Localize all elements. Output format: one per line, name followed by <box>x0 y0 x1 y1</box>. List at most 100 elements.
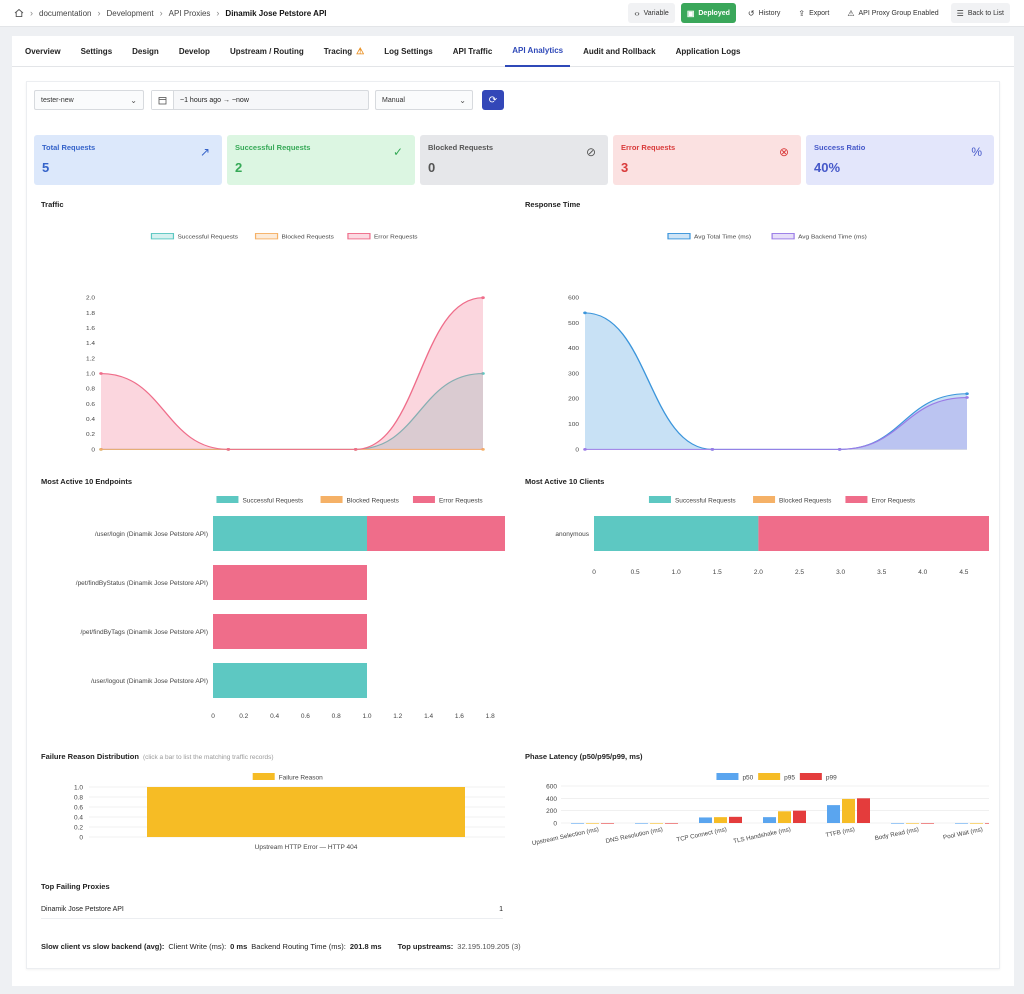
failing-proxy-name: Dinamik Jose Petstore API <box>41 906 124 913</box>
tab-application-logs[interactable]: Application Logs <box>675 47 741 56</box>
bar-segment <box>367 516 505 551</box>
y-tick-label: 0.2 <box>74 825 83 832</box>
breadcrumb-item-development[interactable]: Development <box>106 8 154 18</box>
proxy-group-button[interactable]: ⚠ API Proxy Group Enabled <box>841 3 945 23</box>
environment-select[interactable]: tester-new ⌄ <box>34 90 144 110</box>
y-tick-label: 1.8 <box>86 311 95 316</box>
tab-develop[interactable]: Develop <box>178 47 210 56</box>
bar-upstream-http-error <box>147 787 465 837</box>
chevron-right-icon: › <box>216 8 220 18</box>
legend-swatch <box>716 773 739 780</box>
tab-api-analytics[interactable]: API Analytics <box>505 36 571 67</box>
series-area <box>585 397 967 450</box>
variable-button[interactable]: ‹› Variable <box>628 3 675 23</box>
top-failing-row[interactable]: Dinamik Jose Petstore API 1 <box>41 901 503 919</box>
legend-label: Error Requests <box>439 498 483 505</box>
chevron-down-icon: ⌄ <box>459 95 466 105</box>
breadcrumb-item-api-proxies[interactable]: API Proxies <box>168 8 211 18</box>
tab-log-settings[interactable]: Log Settings <box>384 47 433 56</box>
check-circle-icon: ✓ <box>392 145 403 159</box>
legend-swatch <box>254 233 279 240</box>
y-tick-label: 100 <box>568 423 579 428</box>
legend-label: Error Requests <box>374 235 418 240</box>
x-tick-label: 1.6 <box>455 713 464 720</box>
legend-label: Successful Requests <box>675 498 736 505</box>
y-tick-label: 0.6 <box>86 402 95 407</box>
code-icon: ‹› <box>634 8 640 18</box>
refresh-mode-select[interactable]: Manual ⌄ <box>375 90 473 110</box>
y-tick-label: 1.2 <box>86 357 95 362</box>
proxy-group-label: API Proxy Group Enabled <box>858 9 939 17</box>
tab-settings[interactable]: Settings <box>80 47 113 56</box>
group-icon: ⚠ <box>847 8 855 18</box>
phase-bar <box>778 811 791 823</box>
tab-api-traffic[interactable]: API Traffic <box>452 47 493 56</box>
legend-swatch <box>347 233 371 240</box>
phase-bar <box>906 823 919 824</box>
tab-tracing[interactable]: Tracing ⚠ <box>317 36 372 67</box>
x-tick-label: 4.5 <box>959 569 968 576</box>
time-range-picker[interactable]: ~1 hours ago → ~now <box>151 90 369 110</box>
legend-label: Successful Requests <box>242 498 303 505</box>
tab-design[interactable]: Design <box>132 47 159 56</box>
top-bar: › documentation › Development › API Prox… <box>0 0 1024 27</box>
refresh-button[interactable]: ⟳ <box>482 90 504 110</box>
failure-title: Failure Reason Distribution (click a bar … <box>41 752 274 761</box>
data-point <box>99 447 103 451</box>
x-tick-label: Upstream Selection (ms) <box>531 826 599 847</box>
summary-label: Slow client vs slow backend (avg): <box>41 942 165 951</box>
tab-audit-rollback[interactable]: Audit and Rollback <box>583 47 656 56</box>
stat-value: 5 <box>42 160 50 175</box>
error-circle-icon: ⊗ <box>778 145 789 159</box>
export-button[interactable]: ⇪ Export <box>792 3 836 23</box>
stat-label: Total Requests <box>42 143 96 152</box>
chevron-down-icon: ⌄ <box>130 95 137 105</box>
tab-upstream-routing[interactable]: Upstream / Routing <box>229 47 304 56</box>
x-tick-label: 1.2 <box>393 713 402 720</box>
phase-bar <box>763 817 776 823</box>
breadcrumb: › documentation › Development › API Prox… <box>14 8 327 18</box>
back-to-list-label: Back to List <box>967 9 1004 17</box>
category-label: /user/login (Dinamik Jose Petstore API) <box>95 531 208 538</box>
y-tick-label: 1.0 <box>74 785 83 792</box>
y-tick-label: 0.4 <box>74 815 83 822</box>
y-tick-label: 300 <box>568 372 579 377</box>
y-tick-label: 0 <box>91 448 95 453</box>
stat-value: 0 <box>428 160 436 175</box>
legend-swatch <box>771 233 795 240</box>
y-tick-label: 0.4 <box>86 417 96 422</box>
tab-overview[interactable]: Overview <box>25 47 61 56</box>
breadcrumb-item-documentation[interactable]: documentation <box>39 8 92 18</box>
stat-label: Blocked Requests <box>428 143 494 152</box>
series-area <box>101 297 483 450</box>
deployed-label: Deployed <box>698 9 730 17</box>
back-to-list-button[interactable]: ☰ Back to List <box>950 3 1010 23</box>
x-tick-label: Pool Wait (ms) <box>942 826 983 841</box>
bar-segment <box>213 565 367 600</box>
tab-bar: Overview Settings Design Develop Upstrea… <box>12 36 1014 67</box>
data-point <box>481 296 485 300</box>
refresh-mode-value: Manual <box>382 96 405 104</box>
category-label: /user/logout (Dinamik Jose Petstore API) <box>91 678 208 685</box>
time-range-value: ~1 hours ago → ~now <box>180 96 249 104</box>
bar-segment <box>213 663 367 698</box>
phase-bar <box>857 798 870 823</box>
home-icon[interactable] <box>14 8 24 18</box>
legend-label: Avg Total Time (ms) <box>694 235 751 240</box>
history-button[interactable]: ↺ History <box>741 3 787 23</box>
deployed-button[interactable]: ▣ Deployed <box>680 3 736 23</box>
legend-swatch <box>845 496 868 503</box>
y-tick-label: 1.6 <box>86 327 95 332</box>
x-tick-label: 1.4 <box>424 713 433 720</box>
series-line <box>100 297 484 450</box>
phase-bar <box>921 823 934 824</box>
endpoints-chart: Successful Requests Blocked Requests Error… <box>76 496 505 720</box>
deploy-icon: ▣ <box>686 8 695 18</box>
legend-swatch <box>799 773 822 780</box>
y-tick-label: 0.6 <box>74 805 83 812</box>
response-time-title: Response Time <box>525 200 581 209</box>
latency-summary: Slow client vs slow backend (avg): Clien… <box>41 942 521 951</box>
phase-bar <box>650 823 663 824</box>
legend-label: p99 <box>826 775 837 782</box>
phase-title: Phase Latency (p50/p95/p99, ms) <box>525 752 643 761</box>
